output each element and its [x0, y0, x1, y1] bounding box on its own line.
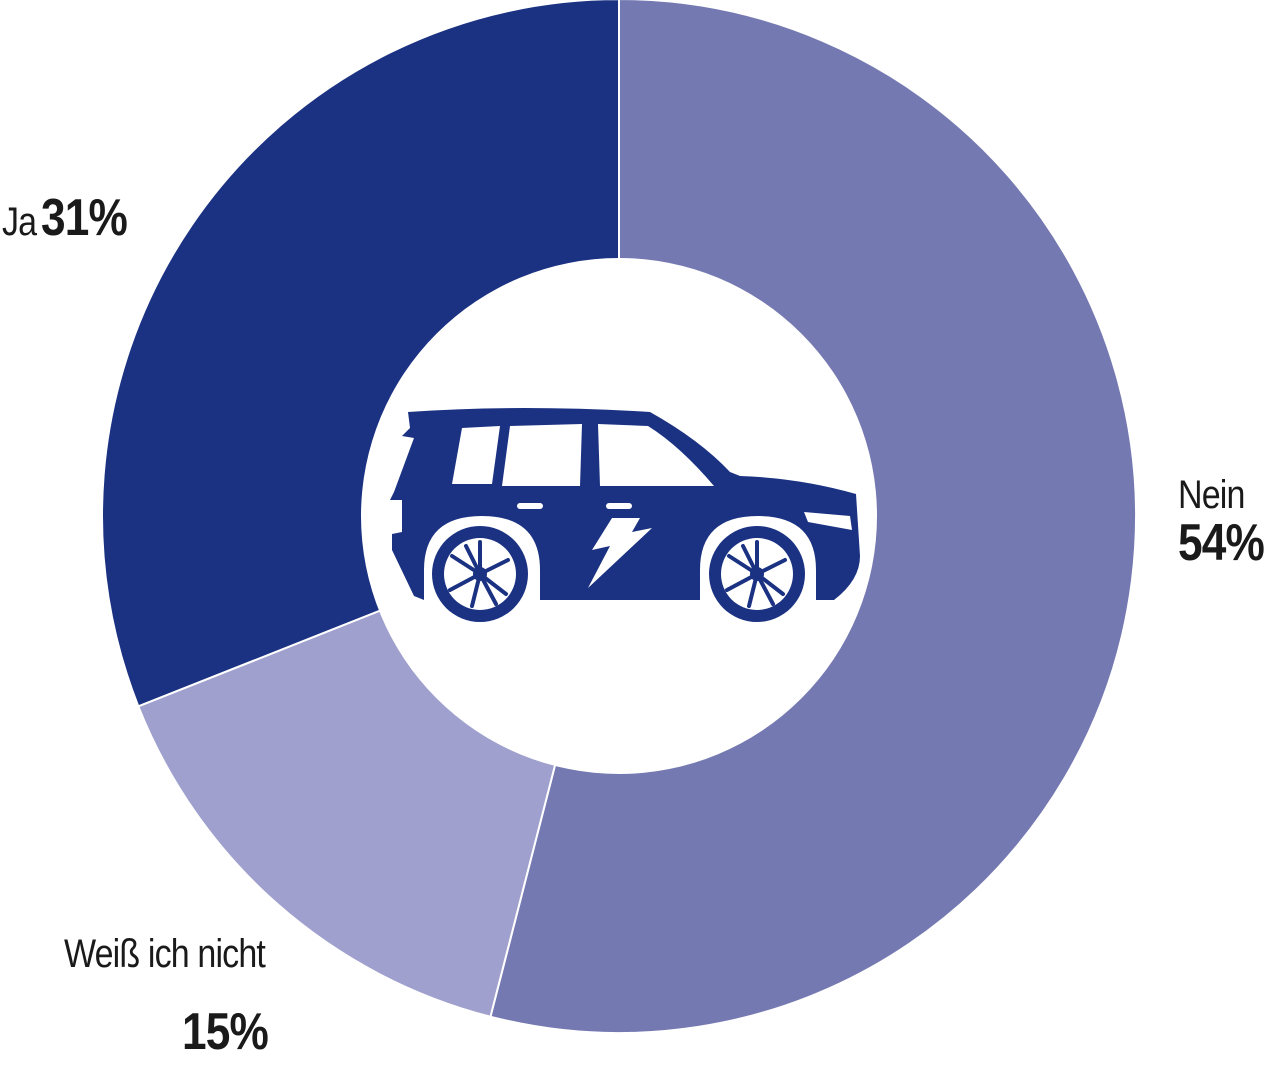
slice-label-nein: Nein 54%	[1178, 474, 1276, 571]
slice-value-ja: 31%	[40, 189, 128, 247]
slice-name-nein: Nein	[1178, 473, 1245, 517]
front-wheel-icon	[424, 518, 536, 630]
rear-wheel-icon	[701, 518, 813, 630]
slice-name-weiss-ich-nicht: Weiß ich nicht	[64, 932, 266, 976]
electric-car-icon	[390, 408, 860, 630]
slice-value-weiss-ich-nicht: 15%	[182, 1003, 269, 1061]
slice-value-nein: 54%	[1178, 514, 1265, 572]
slice-label-weiss-ich-nicht: Weiß ich nicht 15%	[64, 932, 300, 1061]
slice-name-ja: Ja	[2, 200, 37, 244]
slice-label-ja: Ja 31%	[2, 188, 142, 248]
